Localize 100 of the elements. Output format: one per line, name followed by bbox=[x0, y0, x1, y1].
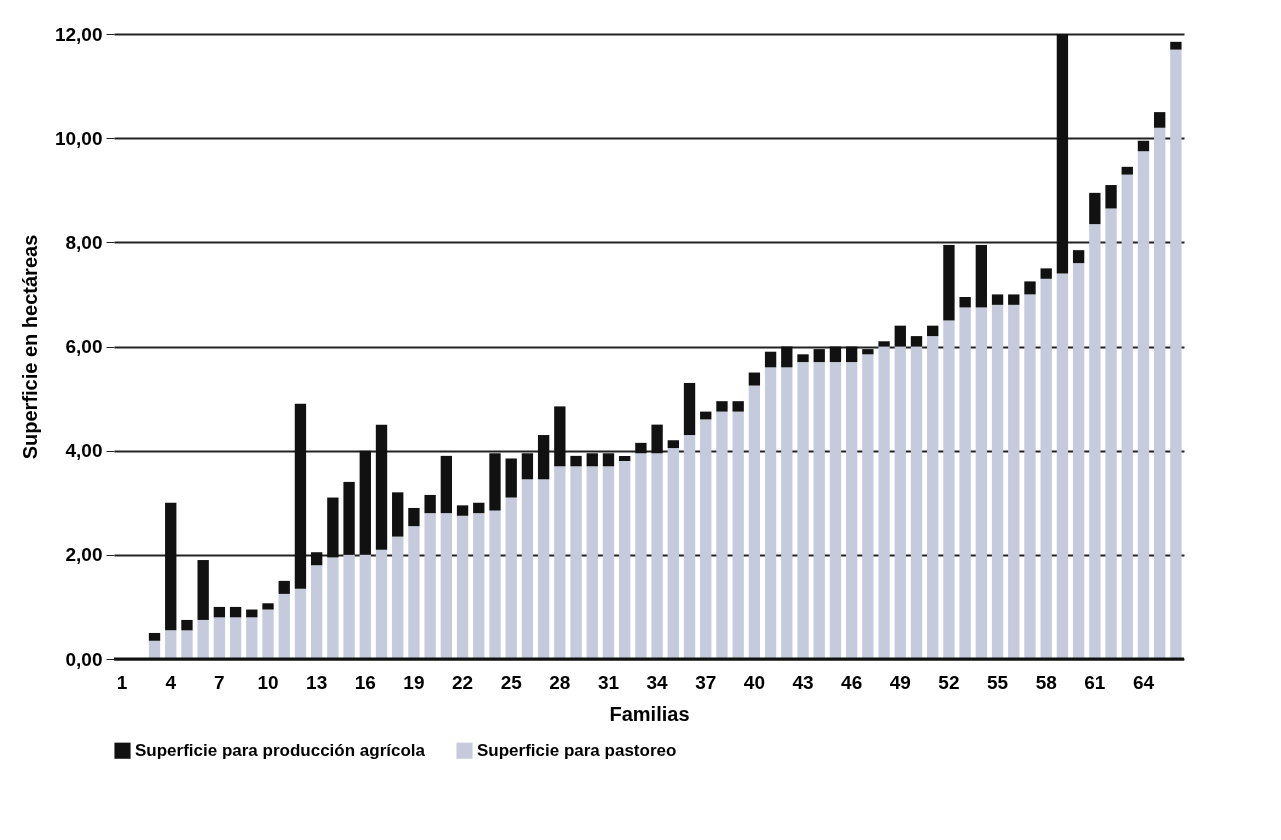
bar bbox=[1137, 140, 1150, 152]
y-tick-label: 12,00 bbox=[54, 23, 103, 45]
bar bbox=[651, 424, 663, 454]
x-tick-label: 7 bbox=[214, 671, 225, 693]
bar bbox=[1040, 278, 1052, 659]
y-axis-title: Superficie en hectáreas bbox=[18, 234, 41, 460]
bar bbox=[1040, 268, 1052, 279]
x-tick-label: 34 bbox=[646, 671, 669, 693]
bar bbox=[1105, 185, 1117, 209]
bar bbox=[975, 244, 988, 308]
x-tick-label: 52 bbox=[938, 671, 960, 693]
bar bbox=[537, 435, 550, 480]
bar bbox=[1154, 127, 1166, 659]
bar bbox=[829, 346, 842, 363]
bar bbox=[489, 510, 501, 659]
bar bbox=[505, 497, 517, 659]
bar bbox=[521, 453, 534, 480]
bar bbox=[1121, 174, 1133, 659]
bar bbox=[505, 458, 517, 498]
x-tick-label: 49 bbox=[889, 671, 911, 693]
bar bbox=[813, 362, 825, 659]
bar bbox=[456, 515, 469, 659]
bar bbox=[975, 307, 988, 659]
bar bbox=[375, 424, 388, 550]
bar bbox=[748, 372, 761, 386]
x-tick-label: 28 bbox=[549, 671, 571, 693]
bar bbox=[1056, 34, 1069, 274]
bar bbox=[781, 346, 793, 368]
bar bbox=[813, 349, 825, 363]
bar bbox=[927, 325, 939, 337]
bar bbox=[310, 552, 323, 566]
bar bbox=[651, 453, 663, 659]
bar bbox=[148, 632, 161, 641]
bar bbox=[716, 411, 728, 659]
bar bbox=[489, 453, 501, 511]
y-tick-label: 8,00 bbox=[65, 231, 103, 253]
bar bbox=[878, 341, 890, 347]
bar bbox=[797, 354, 809, 363]
bar bbox=[959, 307, 971, 659]
y-tick-label: 0,00 bbox=[65, 648, 103, 670]
bar bbox=[570, 466, 582, 659]
bar bbox=[1056, 273, 1069, 659]
bar bbox=[764, 351, 777, 368]
bar bbox=[456, 505, 469, 516]
x-tick-label: 43 bbox=[792, 671, 814, 693]
bar bbox=[619, 455, 631, 462]
bar bbox=[181, 619, 193, 631]
bar bbox=[278, 580, 290, 594]
bar bbox=[392, 536, 404, 659]
bar bbox=[732, 401, 744, 412]
bar bbox=[197, 560, 209, 620]
bar bbox=[570, 455, 582, 467]
bar bbox=[473, 502, 485, 514]
bar bbox=[732, 411, 744, 659]
bar bbox=[294, 588, 307, 659]
bar bbox=[408, 526, 420, 659]
bar bbox=[310, 565, 323, 659]
bar bbox=[213, 606, 226, 618]
bar bbox=[1072, 263, 1085, 659]
y-tick-label: 2,00 bbox=[65, 544, 103, 566]
bar bbox=[1089, 224, 1101, 659]
bar bbox=[327, 497, 339, 558]
bar bbox=[635, 442, 647, 454]
bar bbox=[181, 630, 193, 659]
x-tick-label: 16 bbox=[354, 671, 376, 693]
bar bbox=[229, 606, 242, 618]
bar bbox=[927, 336, 939, 659]
bar bbox=[700, 419, 712, 659]
bar bbox=[716, 401, 728, 412]
bar bbox=[1072, 250, 1085, 264]
y-tick-label: 6,00 bbox=[65, 336, 103, 357]
x-tick-label: 58 bbox=[1035, 671, 1057, 693]
bar bbox=[619, 461, 631, 659]
bar bbox=[327, 557, 339, 659]
bar bbox=[521, 479, 534, 659]
bar bbox=[229, 617, 242, 659]
bar bbox=[278, 593, 290, 659]
x-tick-label: 55 bbox=[986, 671, 1009, 693]
bar bbox=[440, 455, 453, 514]
bar bbox=[894, 346, 906, 659]
x-tick-label: 19 bbox=[403, 671, 425, 693]
x-tick-label: 46 bbox=[841, 671, 863, 693]
bar bbox=[1024, 281, 1036, 295]
x-tick-label: 13 bbox=[306, 671, 328, 693]
bar bbox=[602, 453, 615, 467]
x-tick-label: 40 bbox=[743, 671, 765, 693]
bar bbox=[683, 435, 696, 659]
bar bbox=[165, 502, 177, 631]
y-tick-label: 10,00 bbox=[54, 127, 103, 149]
bar bbox=[554, 466, 566, 659]
bar bbox=[991, 294, 1004, 305]
bar bbox=[359, 450, 371, 555]
bar bbox=[197, 619, 209, 659]
bar bbox=[667, 440, 679, 449]
x-tick-label: 64 bbox=[1132, 671, 1155, 693]
bar bbox=[1008, 304, 1020, 659]
bar bbox=[359, 554, 371, 659]
x-tick-label: 61 bbox=[1084, 671, 1106, 693]
bar bbox=[246, 617, 258, 659]
x-tick-label: 31 bbox=[597, 671, 620, 693]
